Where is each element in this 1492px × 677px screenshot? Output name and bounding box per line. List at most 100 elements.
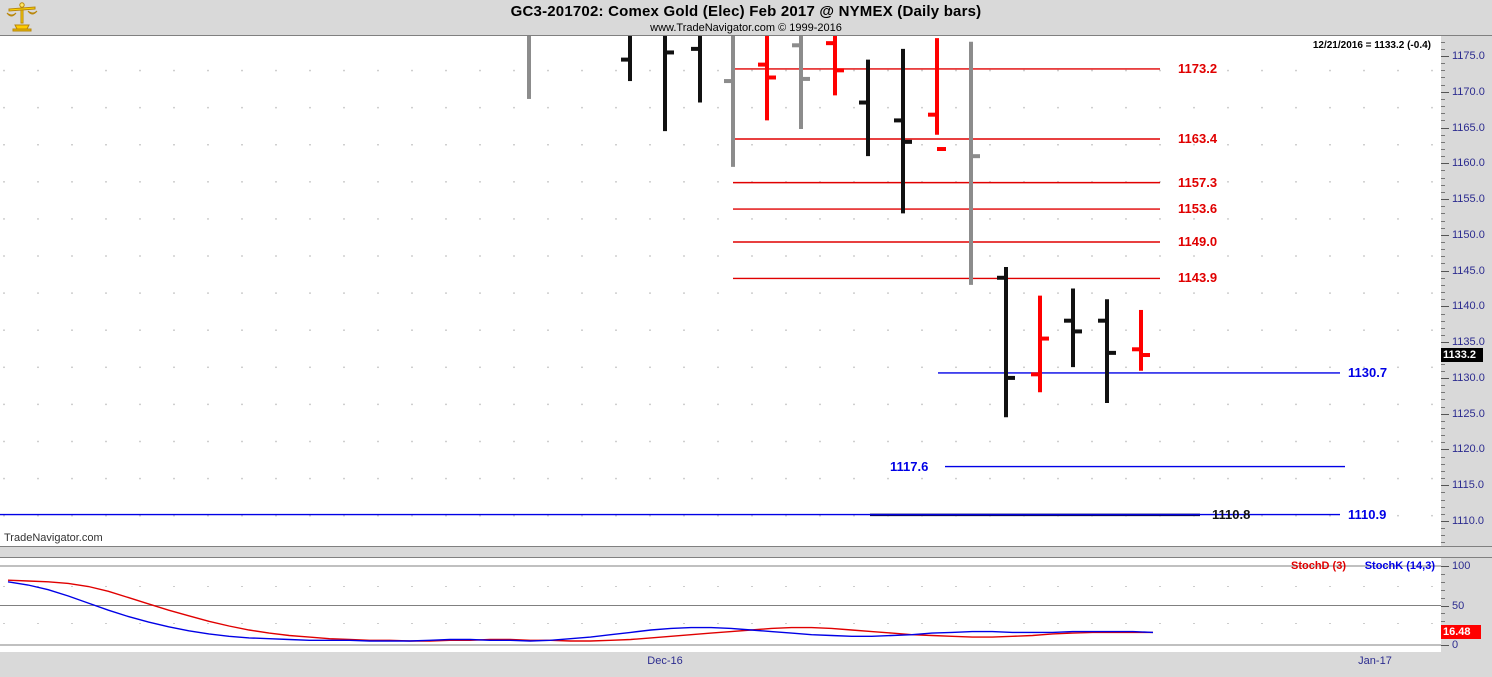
- price-axis-minor-tick: [1441, 98, 1445, 100]
- price-axis-tick: [1441, 449, 1449, 451]
- indicator-axis[interactable]: 100 50 0 16.48: [1441, 557, 1492, 654]
- indicator-axis-tick: [1441, 605, 1449, 607]
- price-axis-minor-tick: [1441, 70, 1445, 72]
- legend-stochk[interactable]: StochK (14,3): [1364, 560, 1435, 572]
- price-axis-minor-tick: [1441, 470, 1445, 472]
- price-axis-minor-tick: [1441, 170, 1445, 172]
- price-axis-minor-tick: [1441, 492, 1445, 494]
- price-axis-minor-tick: [1441, 463, 1445, 465]
- price-axis-minor-tick: [1441, 134, 1445, 136]
- price-axis-minor-tick: [1441, 506, 1445, 508]
- price-axis[interactable]: 1175.0 1170.0 1165.0 1160.0 1155.0 1150.0 1145…: [1441, 35, 1492, 547]
- price-chart-pane[interactable]: 12/21/2016 = 1133.2 (-0.4) TradeNavigato…: [0, 35, 1442, 547]
- price-axis-minor-tick: [1441, 478, 1445, 480]
- price-axis-label: 1165.0: [1452, 121, 1485, 134]
- price-axis-minor-tick: [1441, 535, 1445, 537]
- price-axis-minor-tick: [1441, 220, 1445, 222]
- price-axis-tick: [1441, 520, 1449, 522]
- price-axis-label: 1175.0: [1452, 50, 1485, 63]
- price-axis-minor-tick: [1441, 292, 1445, 294]
- level-price-label[interactable]: 1110.9: [1348, 506, 1387, 522]
- ohlc-bar[interactable]: [621, 36, 632, 82]
- ohlc-bar[interactable]: [1098, 299, 1116, 403]
- current-price-tag: 1133.2: [1441, 348, 1483, 363]
- level-price-label[interactable]: 1163.4: [1178, 131, 1218, 146]
- gold-scale-logo-icon: [5, 1, 39, 33]
- price-axis-minor-tick: [1441, 435, 1445, 437]
- indicator-axis-label: 100: [1452, 560, 1471, 572]
- price-axis-tick: [1441, 199, 1449, 201]
- price-axis-minor-tick: [1441, 499, 1445, 501]
- ohlc-bar[interactable]: [724, 36, 735, 167]
- stochastic-indicator-pane[interactable]: StochD (3) StochK (14,3): [0, 557, 1442, 654]
- price-axis-minor-tick: [1441, 106, 1445, 108]
- price-axis-minor-tick: [1441, 184, 1445, 186]
- price-axis-tick: [1441, 485, 1449, 487]
- ohlc-bar[interactable]: [859, 59, 870, 157]
- level-price-label[interactable]: 1157.3: [1178, 174, 1218, 190]
- ohlc-bar[interactable]: [928, 38, 946, 152]
- ohlc-bar[interactable]: [663, 36, 674, 132]
- level-price-label[interactable]: 1149.0: [1178, 234, 1218, 249]
- ohlc-bar[interactable]: [792, 36, 810, 129]
- level-price-label[interactable]: 1143.9: [1178, 270, 1218, 286]
- price-axis-tick: [1441, 342, 1449, 344]
- indicator-axis-tick: [1441, 645, 1449, 646]
- price-axis-minor-tick: [1441, 370, 1445, 372]
- price-axis-minor-tick: [1441, 542, 1445, 544]
- price-plot-svg: [0, 36, 1345, 517]
- price-axis-tick: [1441, 377, 1449, 379]
- indicator-axis-tick: [1441, 566, 1449, 567]
- price-axis-minor-tick: [1441, 156, 1445, 158]
- legend-stochd[interactable]: StochD (3): [1291, 560, 1346, 572]
- price-axis-label: 1145.0: [1452, 264, 1485, 277]
- price-axis-minor-tick: [1441, 120, 1445, 122]
- price-axis-tick: [1441, 270, 1449, 272]
- level-price-label[interactable]: 1117.6: [890, 458, 929, 474]
- ohlc-bar[interactable]: [1132, 309, 1150, 371]
- indicator-axis-label: 50: [1452, 599, 1465, 612]
- ohlc-bar[interactable]: [997, 267, 1015, 418]
- price-axis-minor-tick: [1441, 327, 1445, 329]
- price-axis-label: 1125.0: [1452, 407, 1485, 420]
- price-axis-minor-tick: [1441, 263, 1445, 265]
- price-axis-minor-tick: [1441, 313, 1445, 315]
- level-price-label[interactable]: 1110.8: [1212, 506, 1251, 522]
- price-axis-minor-tick: [1441, 442, 1445, 444]
- indicator-axis-label: 0: [1452, 639, 1459, 651]
- price-axis-minor-tick: [1441, 513, 1445, 515]
- chart-header: GC3-201702: Comex Gold (Elec) Feb 2017 @…: [0, 0, 1492, 35]
- ohlc-bar[interactable]: [826, 36, 844, 96]
- level-price-label[interactable]: 1153.6: [1178, 201, 1218, 217]
- ohlc-bar[interactable]: [894, 48, 912, 214]
- page-title: GC3-201702: Comex Gold (Elec) Feb 2017 @…: [510, 3, 982, 20]
- price-axis-minor-tick: [1441, 299, 1445, 301]
- price-axis-label: 1115.0: [1452, 479, 1485, 492]
- price-axis-minor-tick: [1441, 41, 1445, 43]
- level-price-label[interactable]: 1130.7: [1348, 364, 1388, 380]
- ohlc-bar[interactable]: [969, 41, 980, 285]
- ohlc-bar[interactable]: [691, 36, 702, 103]
- chart-subtitle: www.TradeNavigator.com © 1999-2016: [650, 22, 842, 34]
- ohlc-bar[interactable]: [1064, 288, 1082, 368]
- level-price-label[interactable]: 1173.2: [1178, 60, 1218, 76]
- price-axis-label: 1160.0: [1452, 157, 1485, 170]
- watermark-label: TradeNavigator.com: [4, 532, 103, 544]
- stochd-line: [7, 579, 1153, 642]
- indicator-axis-minor-tick: [1441, 621, 1445, 623]
- price-axis-tick: [1441, 127, 1449, 129]
- indicator-value-tag: 16.48: [1441, 624, 1481, 639]
- price-axis-minor-tick: [1441, 191, 1445, 193]
- price-axis-minor-tick: [1441, 149, 1445, 150]
- time-axis-label: Jan-17: [1358, 655, 1392, 667]
- price-axis-label: 1120.0: [1452, 443, 1485, 456]
- ohlc-bar[interactable]: [1031, 295, 1049, 393]
- price-axis-minor-tick: [1441, 284, 1445, 286]
- indicator-axis-minor-tick: [1441, 613, 1445, 615]
- price-axis-minor-tick: [1441, 399, 1445, 401]
- ohlc-bar[interactable]: [758, 36, 776, 121]
- stochastic-plot-svg: [0, 565, 1441, 646]
- price-axis-minor-tick: [1441, 84, 1445, 86]
- price-axis-tick: [1441, 56, 1449, 58]
